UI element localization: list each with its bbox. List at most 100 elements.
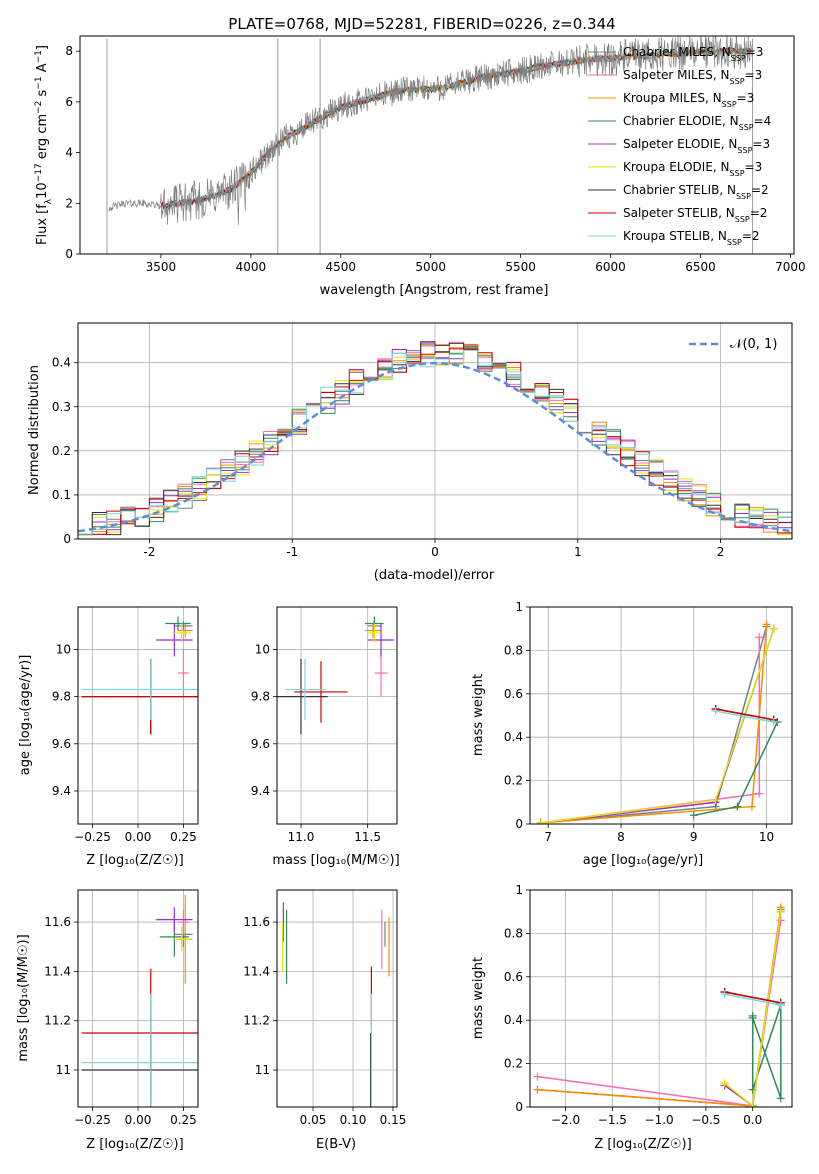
x-tick-label: 8 — [617, 830, 625, 844]
weight-marker — [776, 1094, 785, 1103]
y-tick-label: 11 — [56, 1063, 71, 1077]
grid-lines — [277, 890, 397, 1107]
legend-text: Salpeter STELIB, N — [623, 206, 735, 220]
age-vs-mass-panel: mass [log₁₀(M/M☉)] 11.0 11.5 9.4 9.6 9.8 10 — [251, 606, 400, 868]
legend-text-tail: =3 — [745, 160, 763, 174]
spectrum-ylabel-part: A — [35, 63, 50, 76]
x-tick-label: −2.0 — [551, 1113, 580, 1127]
mass-vs-metallicity-panel: Z [log₁₀(Z/Z☉)] mass [log₁₀(M/M☉)] −0.25… — [16, 889, 199, 1152]
x-tick-label: −0.5 — [691, 1113, 720, 1127]
legend-subscript: SSP — [735, 215, 750, 224]
legend-text-tail: =2 — [751, 183, 769, 197]
x-tick-label: 9 — [690, 830, 698, 844]
y-tick-label: 10 — [56, 642, 71, 656]
ticks: −0.25 0.00 0.25 9.4 9.6 9.8 10 — [52, 642, 197, 844]
y-tick-label: 11.4 — [243, 964, 270, 978]
y-tick-label: 0 — [515, 1100, 523, 1114]
spectrum-ylabel-part: Flux [f — [35, 204, 50, 245]
residuals-panel: (data-model)/error Normed distribution -… — [27, 322, 793, 583]
legend-subscript: SSP — [730, 77, 745, 86]
weight-marker — [776, 916, 785, 925]
y-tick-label: 0.4 — [504, 730, 523, 744]
weight-line — [715, 710, 774, 723]
x-tick-label: 0.25 — [170, 830, 197, 844]
y-tick-label: 9.8 — [251, 690, 270, 704]
errorbar-salpeter_elodie — [367, 623, 395, 657]
weight-marker — [720, 1079, 729, 1088]
x-tick-label: 0.15 — [380, 1113, 407, 1127]
x-tick-label: 1 — [574, 545, 582, 559]
errorbar-salpeter_stelib — [294, 661, 348, 723]
x-tick-label: 11.0 — [288, 830, 315, 844]
y-tick-label: 0.4 — [52, 356, 71, 370]
weight-series-kroupa_elodie — [720, 907, 785, 1107]
mass-vs-z-ylabel: mass [log₁₀(M/M☉)] — [16, 934, 31, 1061]
mass-vs-z-xlabel: Z [log₁₀(Z/Z☉)] — [86, 1137, 183, 1152]
weight-series-kroupa_elodie — [536, 624, 778, 824]
errorbar-salpeter_miles — [178, 909, 189, 935]
weight-marker — [776, 1001, 785, 1010]
x-tick-label: 6000 — [595, 260, 626, 274]
x-tick-label: -2 — [143, 545, 155, 559]
mass-vs-ebv-panel: E(B-V) 0.05 0.10 0.15 11 11.2 11.4 11.6 — [243, 889, 407, 1152]
errorbar-salpeter_elodie — [156, 907, 193, 932]
legend-text: Chabrier ELODIE, N — [623, 114, 739, 128]
age-vs-z-xlabel: Z [log₁₀(Z/Z☉)] — [86, 853, 183, 868]
spectrum-ylabel-part: erg cm — [35, 114, 50, 163]
legend-text: Kroupa MILES, N — [623, 91, 722, 105]
weight-marker — [755, 789, 764, 798]
y-tick-label: 0.1 — [52, 488, 71, 502]
errorbar-chabrier_stelib — [277, 658, 328, 735]
axes-frame — [276, 889, 398, 1108]
plot-area — [533, 903, 785, 1107]
y-tick-label: 9.6 — [52, 737, 71, 751]
legend-text-tail: =3 — [746, 45, 764, 59]
legend-text: Chabrier MILES, N — [623, 45, 731, 59]
ticks: −2.0 −1.5 −1.0 −0.5 0.0 0 0.2 0.4 0.6 0.8 1 — [504, 883, 762, 1127]
errorbar-salpeter_elodie — [156, 623, 193, 657]
observed-spectrum — [108, 36, 753, 226]
ticks: 7 8 9 10 0 0.2 0.4 0.6 0.8 1 — [504, 600, 774, 844]
y-tick-label: 11.2 — [243, 1014, 270, 1028]
legend-subscript: SSP — [731, 54, 746, 63]
spectrum-ylabel-part: −17 — [34, 163, 44, 182]
y-tick-label: 0 — [65, 247, 73, 261]
weight-marker — [769, 718, 778, 727]
legend-text-tail: =4 — [754, 114, 772, 128]
weight-marker — [720, 990, 729, 999]
x-tick-label: 0.05 — [300, 1113, 327, 1127]
weight-vs-age-ylabel: mass weight — [471, 674, 486, 756]
spectrum-title: PLATE=0768, MJD=52281, FIBERID=0226, z=0… — [228, 15, 615, 33]
residuals-legend: 𝒩(0, 1) — [689, 337, 777, 352]
weight-marker — [711, 707, 720, 716]
y-tick-label: 0.2 — [504, 1057, 523, 1071]
weight-vs-age-xlabel: age [log₁₀(age/yr)] — [583, 853, 704, 868]
legend-text-tail: =3 — [745, 68, 763, 82]
y-tick-label: 0 — [63, 532, 71, 546]
weight-series-kroupa_stelib — [711, 707, 778, 727]
weight-marker — [776, 907, 785, 916]
y-tick-label: 0 — [515, 817, 523, 831]
spectrum-ylabel-part: −2 — [34, 101, 44, 114]
weight-marker — [711, 796, 720, 805]
legend-subscript: SSP — [736, 192, 751, 201]
axes-frame — [77, 322, 793, 540]
errorbar-kroupa_stelib — [285, 658, 325, 721]
spectrum-ylabel-part: λ — [44, 198, 54, 204]
legend-subscript: SSP — [727, 238, 742, 247]
weight-marker — [762, 620, 771, 629]
x-tick-label: 0.0 — [743, 1113, 762, 1127]
grid-lines — [530, 889, 792, 1108]
plot-area — [536, 620, 782, 824]
age-vs-mass-xlabel: mass [log₁₀(M/M☉)] — [272, 853, 399, 868]
y-tick-label: 0.2 — [504, 774, 523, 788]
spectrum-ylabel-part: ] — [35, 45, 50, 50]
axes-frame — [79, 35, 795, 255]
errorbar-kroupa_elodie — [172, 623, 191, 643]
axes-frame — [77, 606, 199, 825]
x-tick-label: 10 — [759, 830, 774, 844]
age-vs-z-ylabel: age [log₁₀(age/yr)] — [18, 655, 33, 776]
x-tick-label: −0.25 — [74, 1113, 111, 1127]
legend-subscript: SSP — [730, 169, 745, 178]
